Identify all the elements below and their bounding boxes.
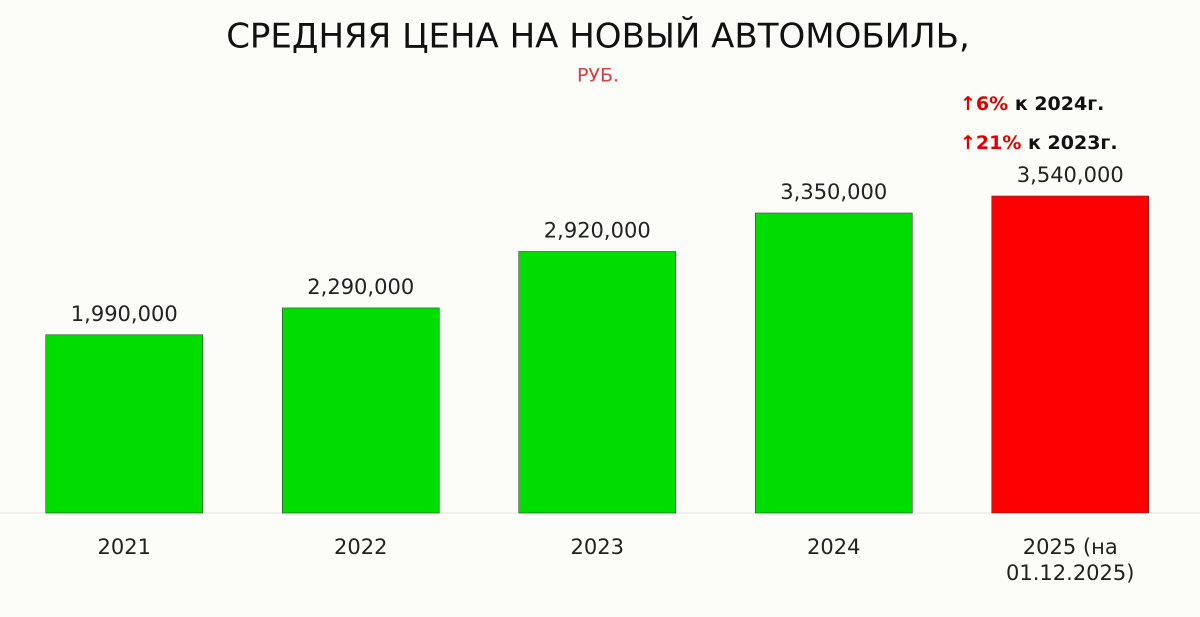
x-tick-label: 2024 — [807, 535, 861, 559]
bar — [754, 212, 913, 514]
value-label: 2,920,000 — [544, 219, 651, 243]
x-tick-label: 2025 (на 01.12.2025) — [1006, 535, 1135, 585]
annotation-highlight: ↑6% — [960, 93, 1008, 115]
bar — [518, 251, 677, 514]
bar — [45, 334, 204, 514]
x-tick-label: 2023 — [570, 535, 624, 559]
value-label: 3,350,000 — [780, 180, 887, 204]
chart-subtitle: РУБ. — [577, 65, 619, 87]
annotation-text: к 2023г. — [1028, 132, 1118, 154]
value-label: 1,990,000 — [71, 302, 178, 326]
annotation-text: к 2024г. — [1015, 93, 1105, 115]
annotation: ↑6% к 2024г. — [960, 93, 1104, 115]
chart-title: СРЕДНЯЯ ЦЕНА НА НОВЫЙ АВТОМОБИЛЬ, — [226, 16, 970, 57]
x-tick-label: 2022 — [334, 535, 388, 559]
x-tick-label: 2021 — [97, 535, 151, 559]
value-label: 3,540,000 — [1017, 163, 1124, 187]
bar — [991, 195, 1150, 514]
annotation: ↑21% к 2023г. — [960, 132, 1118, 154]
bar — [281, 307, 440, 514]
annotation-highlight: ↑21% — [960, 132, 1021, 154]
value-label: 2,290,000 — [307, 275, 414, 299]
